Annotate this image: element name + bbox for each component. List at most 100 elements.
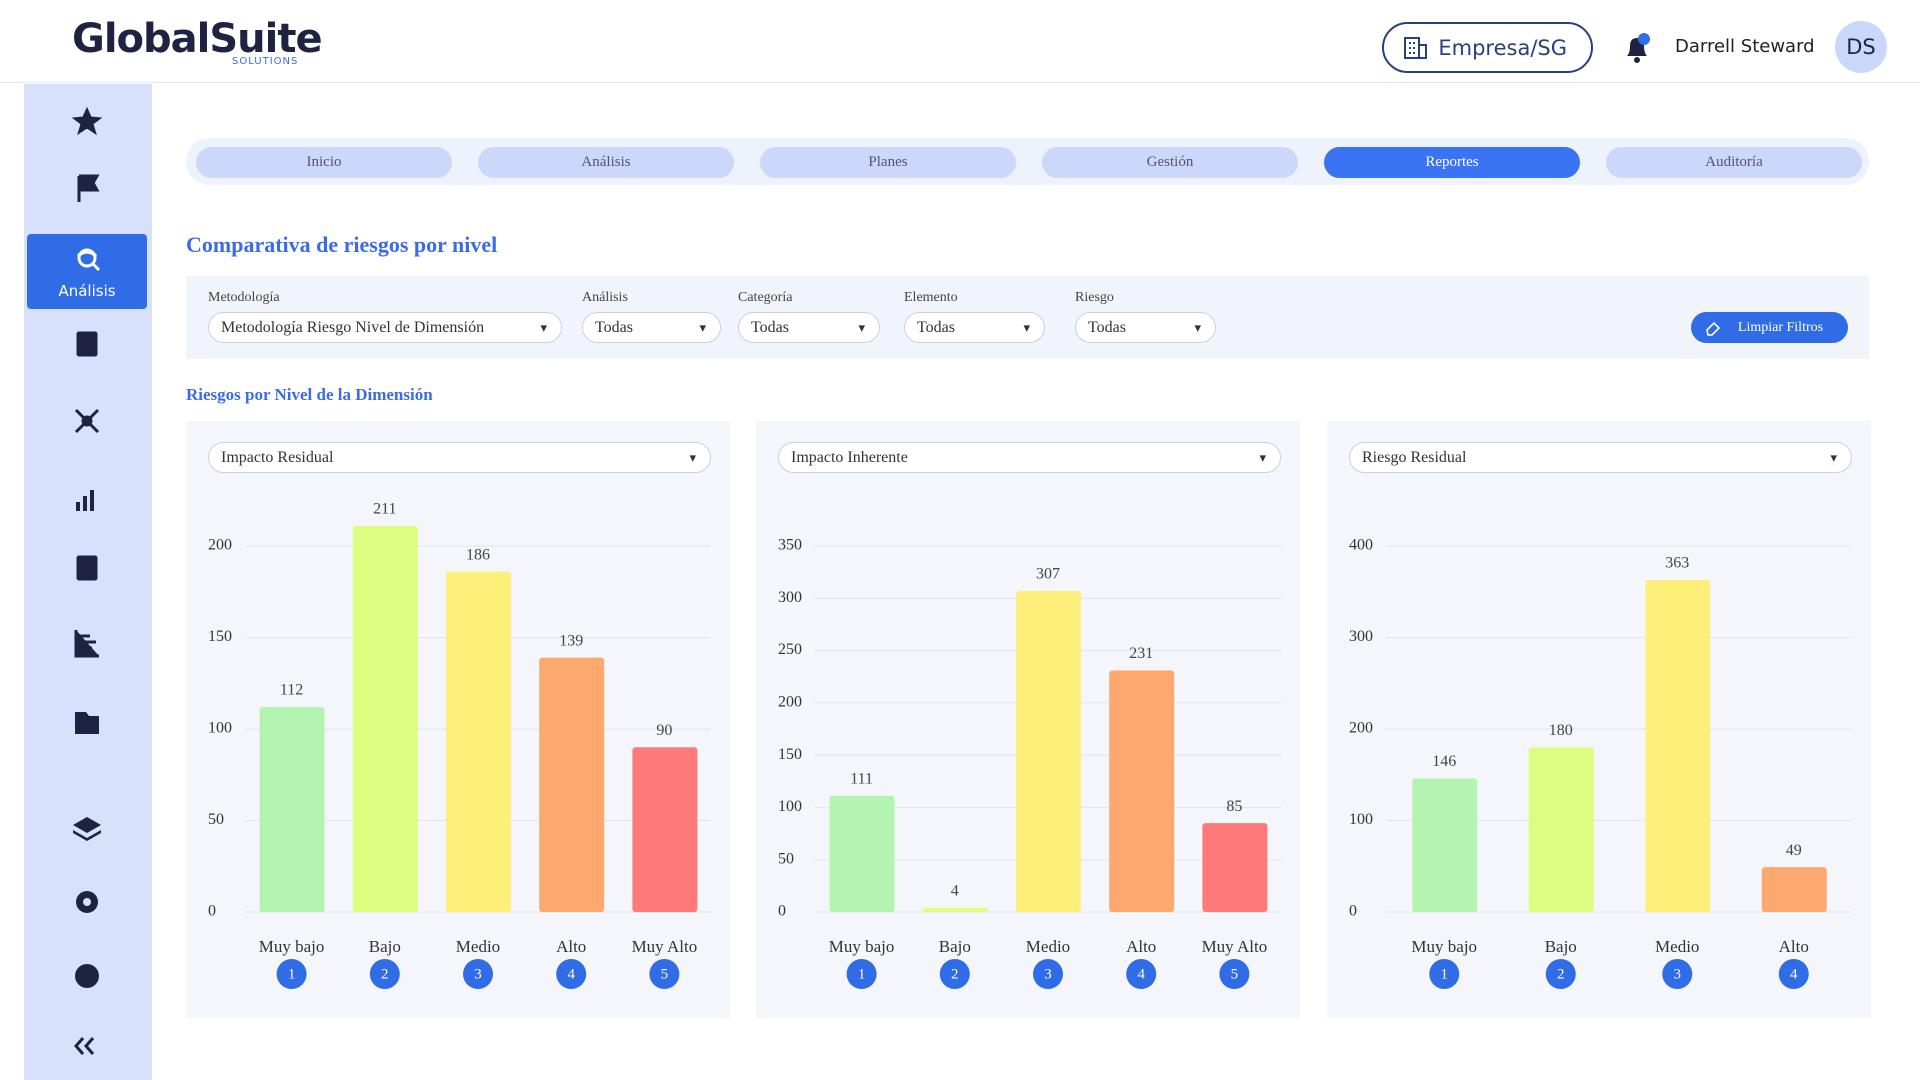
x-tick-label: Muy Alto xyxy=(632,937,698,956)
y-tick-label: 300 xyxy=(778,589,802,606)
bar xyxy=(829,795,895,912)
filter-select[interactable]: Todas xyxy=(1075,312,1216,343)
filter-select[interactable]: Metodología Riesgo Nivel de Dimensión xyxy=(208,312,562,343)
bar xyxy=(1109,670,1175,912)
value-label: 363 xyxy=(1665,555,1689,572)
report-icon[interactable] xyxy=(76,331,98,357)
nav-tab[interactable]: Auditoría xyxy=(1606,147,1862,178)
section-title: Riesgos por Nivel de la Dimensión xyxy=(186,385,433,404)
level-badge[interactable] xyxy=(1126,959,1157,989)
chart-selector[interactable]: Impacto Inherente xyxy=(778,442,1281,473)
level-badge-number: 1 xyxy=(858,966,866,982)
x-tick-label: Alto xyxy=(556,937,586,956)
y-tick-label: 50 xyxy=(778,850,794,867)
network-icon[interactable] xyxy=(74,408,100,434)
y-tick-label: 100 xyxy=(1349,811,1373,828)
page-title: Comparativa de riesgos por nivel xyxy=(186,232,498,257)
value-label: 186 xyxy=(466,546,490,563)
level-badge-number: 4 xyxy=(1790,966,1798,982)
logo[interactable]: GlobalSuite xyxy=(72,16,323,62)
sidebar-icons xyxy=(71,106,103,1055)
company-button[interactable]: Empresa/SG xyxy=(1382,22,1593,73)
level-badge-number: 4 xyxy=(567,966,575,982)
filter-select[interactable]: Todas xyxy=(904,312,1045,343)
chart-icon[interactable] xyxy=(76,490,94,511)
bar xyxy=(539,657,605,912)
chart-selector[interactable]: Impacto Residual xyxy=(208,442,711,473)
x-tick-label: Bajo xyxy=(369,937,401,956)
filter-select[interactable]: Todas xyxy=(738,312,880,343)
checklist-icon[interactable] xyxy=(76,555,98,581)
y-tick-label: 300 xyxy=(1349,628,1373,645)
level-badge[interactable] xyxy=(369,959,400,989)
level-badge-number: 2 xyxy=(381,966,389,982)
level-badge-number: 3 xyxy=(1674,966,1682,982)
bar xyxy=(1016,590,1081,912)
y-tick-label: 0 xyxy=(1349,903,1357,920)
value-label: 111 xyxy=(850,771,873,788)
y-tick-label: 350 xyxy=(778,537,802,554)
level-badge-number: 4 xyxy=(1137,966,1145,982)
level-badge[interactable] xyxy=(846,959,877,989)
bar xyxy=(259,707,325,912)
clear-filters-label: Limpiar Filtros xyxy=(1737,319,1824,335)
y-tick-label: 200 xyxy=(778,694,802,711)
chart: 0 100 200 300 400 146 Muy bajo 1 180 Bajo 2 363 Medi… xyxy=(1349,537,1852,989)
chart-panel: 0 50 100 150 200 250 300 350 111 Muy bajo 1 4 Bajo 2 3… xyxy=(756,421,1300,1018)
value-label: 112 xyxy=(280,682,303,699)
folder-icon[interactable] xyxy=(75,712,99,734)
y-tick-label: 100 xyxy=(778,798,802,815)
nav-tab[interactable]: Planes xyxy=(760,147,1016,178)
level-badge[interactable] xyxy=(1219,959,1250,989)
collapse-icon[interactable] xyxy=(74,1037,95,1055)
level-badge[interactable] xyxy=(556,959,587,989)
company-label: Empresa/SG xyxy=(1438,35,1567,60)
x-tick-label: Medio xyxy=(456,937,500,956)
bar xyxy=(1202,823,1268,912)
sidebar-active-item[interactable] xyxy=(27,234,147,309)
level-badge-number: 2 xyxy=(951,966,959,982)
filter-select[interactable]: Todas xyxy=(582,312,721,343)
clear-filters-button[interactable]: Limpiar Filtros xyxy=(1691,312,1848,343)
level-badge[interactable] xyxy=(649,959,680,989)
x-tick-label: Muy Alto xyxy=(1202,937,1268,956)
bar xyxy=(446,571,511,912)
bar xyxy=(922,907,988,912)
nav-tab[interactable]: Inicio xyxy=(196,147,452,178)
level-badge[interactable] xyxy=(1778,959,1809,989)
settings-icon[interactable] xyxy=(76,891,98,913)
level-badge[interactable] xyxy=(939,959,970,989)
y-tick-label: 200 xyxy=(1349,720,1373,737)
user-name[interactable]: Darrell Steward xyxy=(1675,36,1815,57)
avatar[interactable]: DS xyxy=(1835,21,1887,73)
bar xyxy=(352,525,418,912)
level-badge[interactable] xyxy=(1033,959,1063,989)
level-badge[interactable] xyxy=(1429,959,1460,989)
nav-tab[interactable]: Reportes xyxy=(1324,147,1580,178)
header: GlobalSuite SOLUTIONS Empresa/SG Darrell… xyxy=(0,0,1920,83)
x-tick-label: Alto xyxy=(1126,937,1156,956)
help-icon[interactable] xyxy=(75,964,99,988)
level-badge[interactable] xyxy=(1662,959,1693,989)
bar xyxy=(1761,867,1827,912)
layers-icon[interactable] xyxy=(73,817,101,841)
flag-icon[interactable] xyxy=(77,174,100,202)
bar xyxy=(1528,747,1594,912)
nav-tab[interactable]: Gestión xyxy=(1042,147,1298,178)
level-badge[interactable] xyxy=(463,959,493,989)
level-badge[interactable] xyxy=(1545,959,1576,989)
value-label: 49 xyxy=(1786,842,1802,859)
building-icon xyxy=(1404,37,1427,59)
star-icon[interactable] xyxy=(71,106,103,136)
level-badge[interactable] xyxy=(276,959,307,989)
gantt-icon[interactable] xyxy=(74,630,99,658)
filter-label: Riesgo xyxy=(1075,290,1114,305)
tab-bar xyxy=(186,138,1869,185)
chart-selector[interactable]: Riesgo Residual xyxy=(1349,442,1852,473)
value-label: 180 xyxy=(1549,722,1573,739)
nav-tab[interactable]: Análisis xyxy=(478,147,734,178)
chart: 0 50 100 150 200 112 Muy bajo 1 211 Bajo 2 186 Medio… xyxy=(208,501,711,989)
notification-bell[interactable] xyxy=(1623,31,1651,65)
